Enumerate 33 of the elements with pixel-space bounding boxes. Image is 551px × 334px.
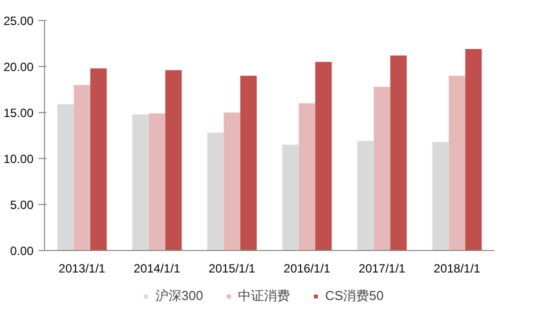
bar bbox=[165, 70, 182, 250]
bar bbox=[465, 49, 482, 250]
y-tick-label: 10.00 bbox=[3, 152, 34, 166]
y-tick-label: 0.00 bbox=[10, 244, 34, 258]
y-tick-label: 25.00 bbox=[3, 14, 34, 28]
x-tick-label: 2013/1/1 bbox=[58, 262, 106, 276]
bar bbox=[207, 132, 224, 250]
bar bbox=[357, 141, 374, 250]
y-tick-label: 5.00 bbox=[10, 198, 34, 212]
y-tick-label: 15.00 bbox=[3, 106, 34, 120]
x-tick-label: 2014/1/1 bbox=[134, 262, 181, 276]
bar bbox=[374, 86, 390, 250]
bar bbox=[224, 112, 240, 250]
bar bbox=[57, 104, 74, 250]
bar bbox=[448, 76, 466, 250]
y-tick-label: 20.00 bbox=[3, 60, 34, 74]
bar bbox=[282, 144, 299, 250]
x-tick-label: 2015/1/1 bbox=[208, 262, 256, 276]
legend-label: 沪深300 bbox=[155, 287, 204, 305]
bar bbox=[74, 84, 90, 250]
bar bbox=[390, 55, 407, 250]
bar bbox=[432, 142, 449, 250]
legend-label: CS消费50 bbox=[325, 287, 384, 305]
bar bbox=[148, 113, 166, 250]
legend-label: 中证消费 bbox=[238, 287, 290, 305]
bar bbox=[132, 114, 149, 250]
x-tick-label: 2016/1/1 bbox=[284, 262, 331, 276]
bar bbox=[90, 68, 107, 250]
bar bbox=[240, 76, 257, 250]
x-tick-label: 2017/1/1 bbox=[358, 262, 406, 276]
bar bbox=[315, 62, 332, 250]
x-tick-label: 2018/1/1 bbox=[434, 262, 481, 276]
bar bbox=[298, 103, 316, 250]
